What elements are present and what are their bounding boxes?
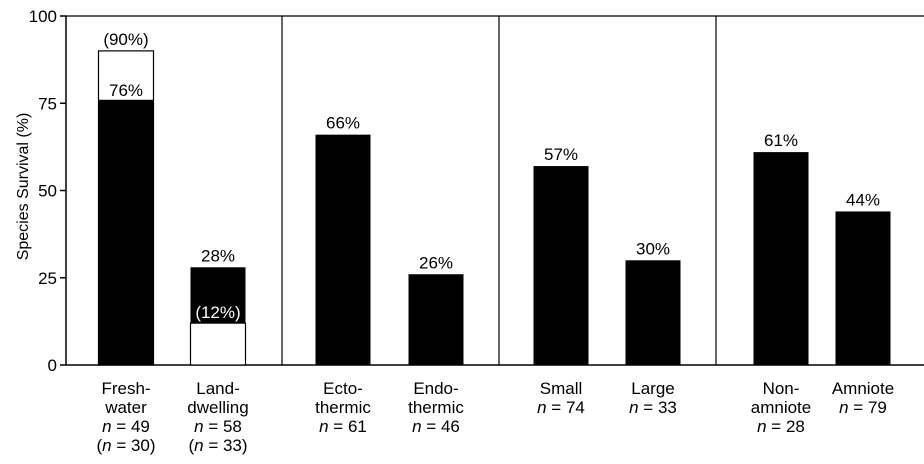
- bar: [625, 260, 681, 365]
- category-label: Land-: [196, 379, 239, 398]
- category-n-label: (n = 33): [188, 436, 247, 455]
- bar: [408, 274, 464, 365]
- category-label: thermic: [315, 398, 371, 417]
- bar: [533, 166, 589, 365]
- category-label: amniote: [751, 398, 811, 417]
- bar: [98, 99, 154, 365]
- category-label: Endo-: [413, 379, 458, 398]
- secondary-bar-label: (90%): [103, 30, 148, 49]
- y-tick-label: 75: [38, 94, 57, 113]
- bar-label: 26%: [419, 253, 453, 272]
- category-n-label: n = 61: [319, 417, 367, 436]
- bar-label: 44%: [846, 190, 880, 209]
- category-n-label: n = 74: [537, 398, 585, 417]
- category-n-label: n = 46: [412, 417, 460, 436]
- secondary-bar-label: (12%): [195, 303, 240, 322]
- secondary-bar: [189, 322, 247, 366]
- category-n-label: n = 33: [629, 398, 677, 417]
- category-label: water: [104, 398, 147, 417]
- bar: [315, 134, 371, 365]
- y-tick-label: 0: [48, 356, 57, 375]
- y-axis-label: Species Survival (%): [15, 113, 32, 261]
- category-label: Fresh-: [101, 379, 150, 398]
- category-label: Amniote: [832, 379, 894, 398]
- bar-label: 76%: [109, 81, 143, 100]
- bar-label: 66%: [326, 114, 360, 133]
- y-tick-label: 50: [38, 182, 57, 201]
- bar-label: 30%: [636, 239, 670, 258]
- category-label: Non-: [763, 379, 800, 398]
- bar-label: 57%: [544, 145, 578, 164]
- category-label: Small: [540, 379, 583, 398]
- bar: [835, 211, 891, 365]
- bar-label: 28%: [201, 246, 235, 265]
- category-n-label: (n = 30): [96, 436, 155, 455]
- category-label: Ecto-: [323, 379, 363, 398]
- category-n-label: n = 28: [757, 417, 805, 436]
- bar-label: 61%: [764, 131, 798, 150]
- category-label: thermic: [408, 398, 464, 417]
- y-tick-label: 100: [29, 7, 57, 26]
- category-label: Large: [631, 379, 674, 398]
- category-n-label: n = 58: [194, 417, 242, 436]
- category-label: dwelling: [187, 398, 248, 417]
- bar: [753, 152, 809, 365]
- category-n-label: n = 79: [839, 398, 887, 417]
- category-n-label: n = 49: [102, 417, 150, 436]
- y-tick-label: 25: [38, 269, 57, 288]
